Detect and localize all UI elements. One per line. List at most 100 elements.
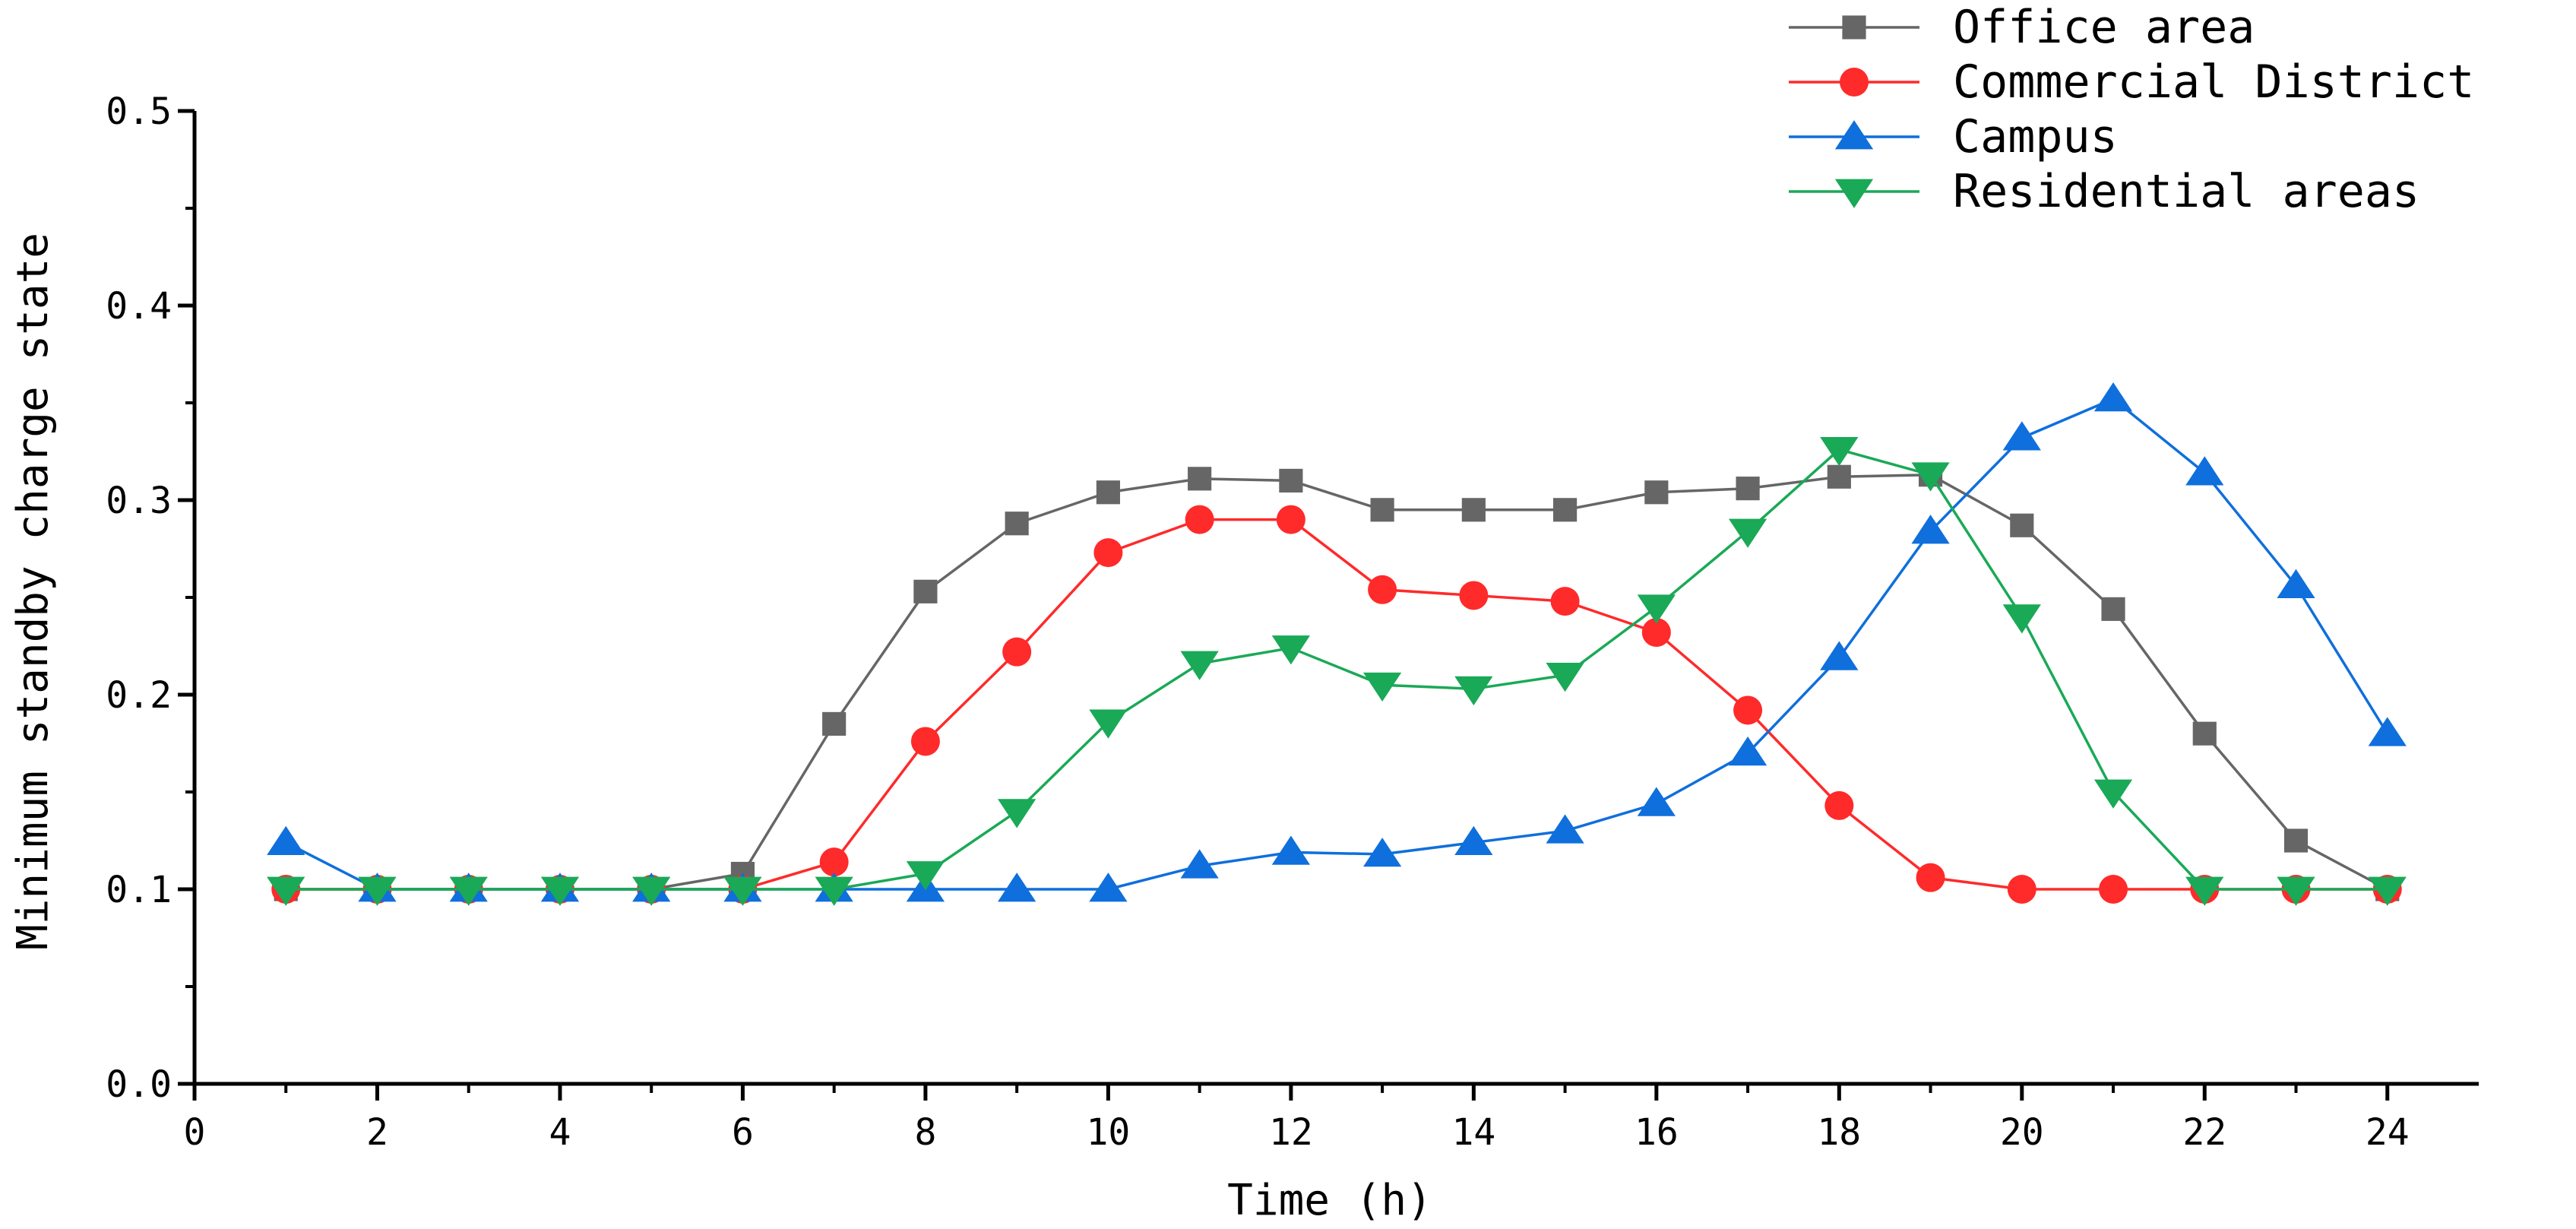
series-line — [285, 398, 2389, 891]
data-point — [1461, 498, 1486, 522]
data-point — [1362, 672, 1402, 702]
data-point — [1180, 849, 1219, 879]
x-tick-label: 10 — [1087, 1111, 1131, 1154]
data-point — [2277, 876, 2315, 906]
legend-item: Office area — [1789, 1, 2255, 54]
y-tick-label: 0.1 — [106, 869, 172, 911]
data-point — [1370, 498, 1394, 522]
data-point — [2368, 876, 2407, 906]
data-point — [1185, 505, 1214, 534]
y-axis-title: Minimum standby charge state — [8, 233, 58, 950]
x-ticks: 0 2 4 6 8 10 12 14 16 18 20 22 24 — [184, 1084, 2410, 1154]
data-point — [819, 847, 849, 877]
data-point — [1005, 512, 1029, 536]
data-point — [267, 876, 305, 906]
data-point — [2185, 456, 2224, 486]
legend-item: Residential areas — [1789, 165, 2419, 218]
data-point — [1368, 575, 1397, 604]
y-ticks: 0.0 0.1 0.2 0.3 0.4 0.5 — [106, 90, 195, 1106]
y-tick-label: 0.3 — [106, 480, 172, 522]
data-point — [2010, 513, 2034, 537]
series-campus — [267, 382, 2407, 902]
y-tick-label: 0.4 — [106, 285, 172, 328]
data-point — [1089, 873, 1128, 902]
x-tick-label: 18 — [1817, 1111, 1861, 1154]
y-tick-label: 0.0 — [106, 1063, 172, 1106]
data-point — [2101, 597, 2125, 621]
axes — [192, 111, 2479, 1086]
data-point — [540, 876, 580, 906]
x-tick-label: 12 — [1269, 1111, 1313, 1154]
data-point — [1279, 468, 1303, 493]
legend-label: Office area — [1953, 1, 2255, 54]
legend-label: Commercial District — [1953, 55, 2474, 109]
data-point — [1454, 825, 1493, 855]
series-line — [286, 473, 2388, 891]
data-point — [267, 825, 305, 855]
x-tick-label: 24 — [2366, 1111, 2410, 1154]
data-point — [1728, 518, 1767, 548]
data-point — [1728, 736, 1767, 766]
data-point — [1736, 477, 1760, 501]
data-point — [1546, 814, 1584, 844]
x-tick-label: 6 — [732, 1111, 754, 1154]
legend-marker — [1834, 179, 1874, 208]
x-tick-label: 2 — [366, 1111, 388, 1154]
data-point — [723, 876, 762, 906]
data-point — [1089, 709, 1128, 739]
series-office-area — [274, 463, 2400, 901]
legend-item: Commercial District — [1789, 55, 2474, 109]
data-point — [1553, 498, 1578, 522]
data-point — [1911, 462, 1950, 492]
data-point — [1641, 618, 1671, 648]
data-point — [2093, 382, 2133, 412]
data-point — [1454, 676, 1493, 706]
data-point — [1911, 515, 1950, 544]
data-point — [2099, 875, 2128, 904]
data-point — [2002, 421, 2041, 451]
legend-label: Residential areas — [1953, 165, 2419, 218]
x-tick-label: 4 — [549, 1111, 571, 1154]
data-point — [1546, 663, 1584, 692]
data-point — [1733, 695, 1763, 725]
data-point — [2093, 779, 2133, 809]
data-point — [822, 711, 847, 736]
data-point — [632, 876, 671, 906]
data-point — [998, 873, 1036, 902]
data-point — [998, 799, 1036, 828]
data-point — [1271, 635, 1311, 665]
legend-marker — [1842, 15, 1866, 40]
data-point — [1644, 480, 1669, 505]
data-point — [1824, 790, 1854, 820]
x-axis-title: Time (h) — [1227, 1176, 1432, 1225]
x-tick-label: 14 — [1451, 1111, 1495, 1154]
data-point — [1002, 637, 1032, 667]
x-tick-label: 20 — [2000, 1111, 2044, 1154]
data-point — [2277, 569, 2315, 599]
data-point — [1188, 467, 1212, 491]
data-point — [2368, 717, 2407, 746]
data-point — [1093, 538, 1123, 568]
data-point — [913, 579, 938, 603]
legend-label: Campus — [1953, 110, 2118, 163]
data-point — [1276, 505, 1305, 534]
legend-marker — [1834, 120, 1874, 150]
data-point — [2192, 721, 2217, 746]
series-layer — [267, 382, 2407, 906]
legend-item: Campus — [1789, 110, 2118, 163]
data-point — [449, 876, 488, 906]
data-point — [1827, 464, 1851, 489]
data-point — [1820, 437, 1859, 467]
x-tick-label: 8 — [914, 1111, 936, 1154]
x-tick-label: 16 — [1635, 1111, 1679, 1154]
data-point — [1820, 641, 1859, 670]
x-tick-label: 22 — [2182, 1111, 2226, 1154]
series-residential-areas — [267, 437, 2407, 906]
y-tick-label: 0.5 — [106, 90, 172, 133]
data-point — [910, 727, 940, 756]
data-point — [815, 876, 853, 906]
series-line — [286, 518, 2388, 891]
data-point — [1459, 581, 1489, 610]
